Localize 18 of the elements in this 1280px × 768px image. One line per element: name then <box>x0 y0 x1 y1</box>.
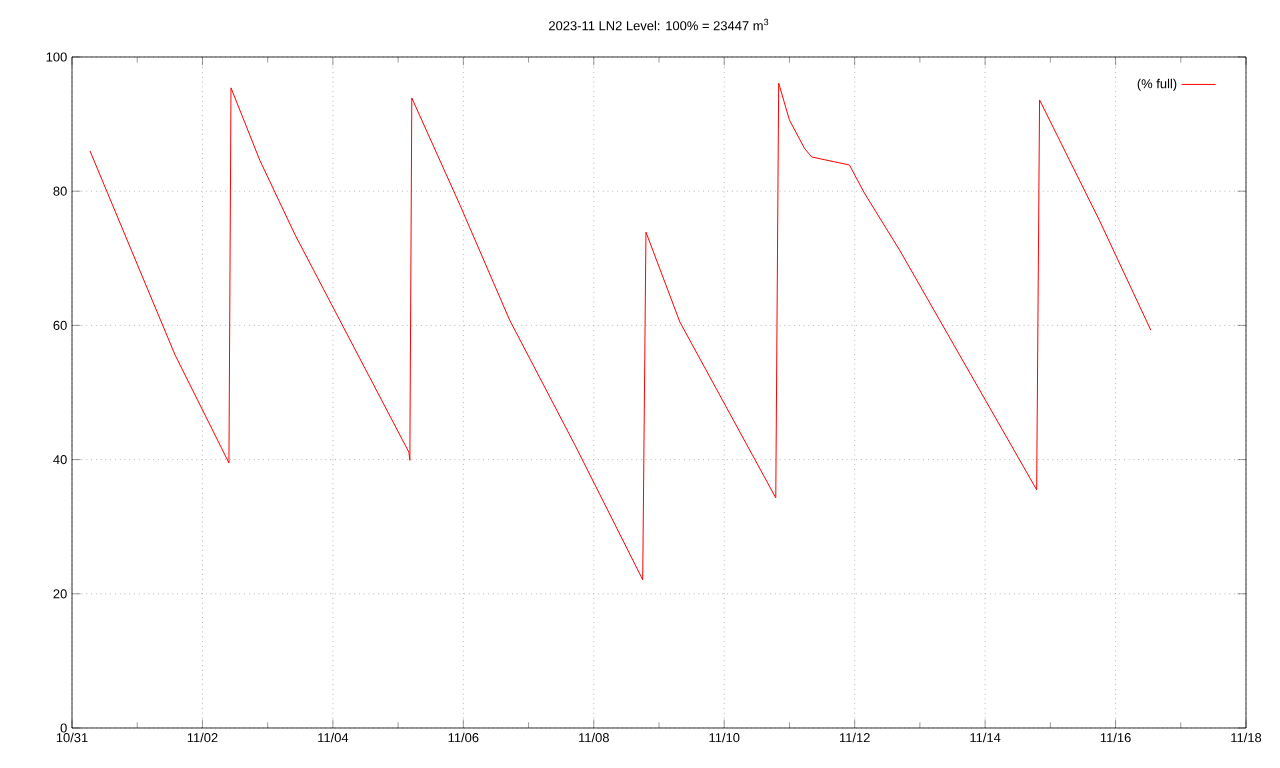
x-tick-label: 11/14 <box>970 732 1001 743</box>
y-tick-label: 40 <box>53 455 67 465</box>
x-tick-label: 11/04 <box>318 732 349 743</box>
x-tick-label: 11/18 <box>1231 732 1262 743</box>
legend-label: (% full) <box>1137 78 1177 91</box>
x-tick-label: 11/10 <box>709 732 740 743</box>
y-tick-label: 20 <box>53 589 67 599</box>
y-tick-label: 0 <box>60 723 67 733</box>
chart-title: 2023-11 LN2 Level: 100% = 23447 m$^{3}$ <box>549 18 769 31</box>
x-tick-label: 10/31 <box>56 732 88 743</box>
y-tick-label: 60 <box>53 320 67 330</box>
y-tick-label: 80 <box>53 186 67 196</box>
x-tick-label: 11/16 <box>1100 732 1131 743</box>
x-tick-label: 11/12 <box>839 732 870 743</box>
x-tick-label: 11/06 <box>448 732 479 743</box>
x-tick-label: 11/02 <box>187 732 218 743</box>
y-tick-label: 100 <box>46 52 67 62</box>
x-tick-label: 11/08 <box>579 732 609 743</box>
